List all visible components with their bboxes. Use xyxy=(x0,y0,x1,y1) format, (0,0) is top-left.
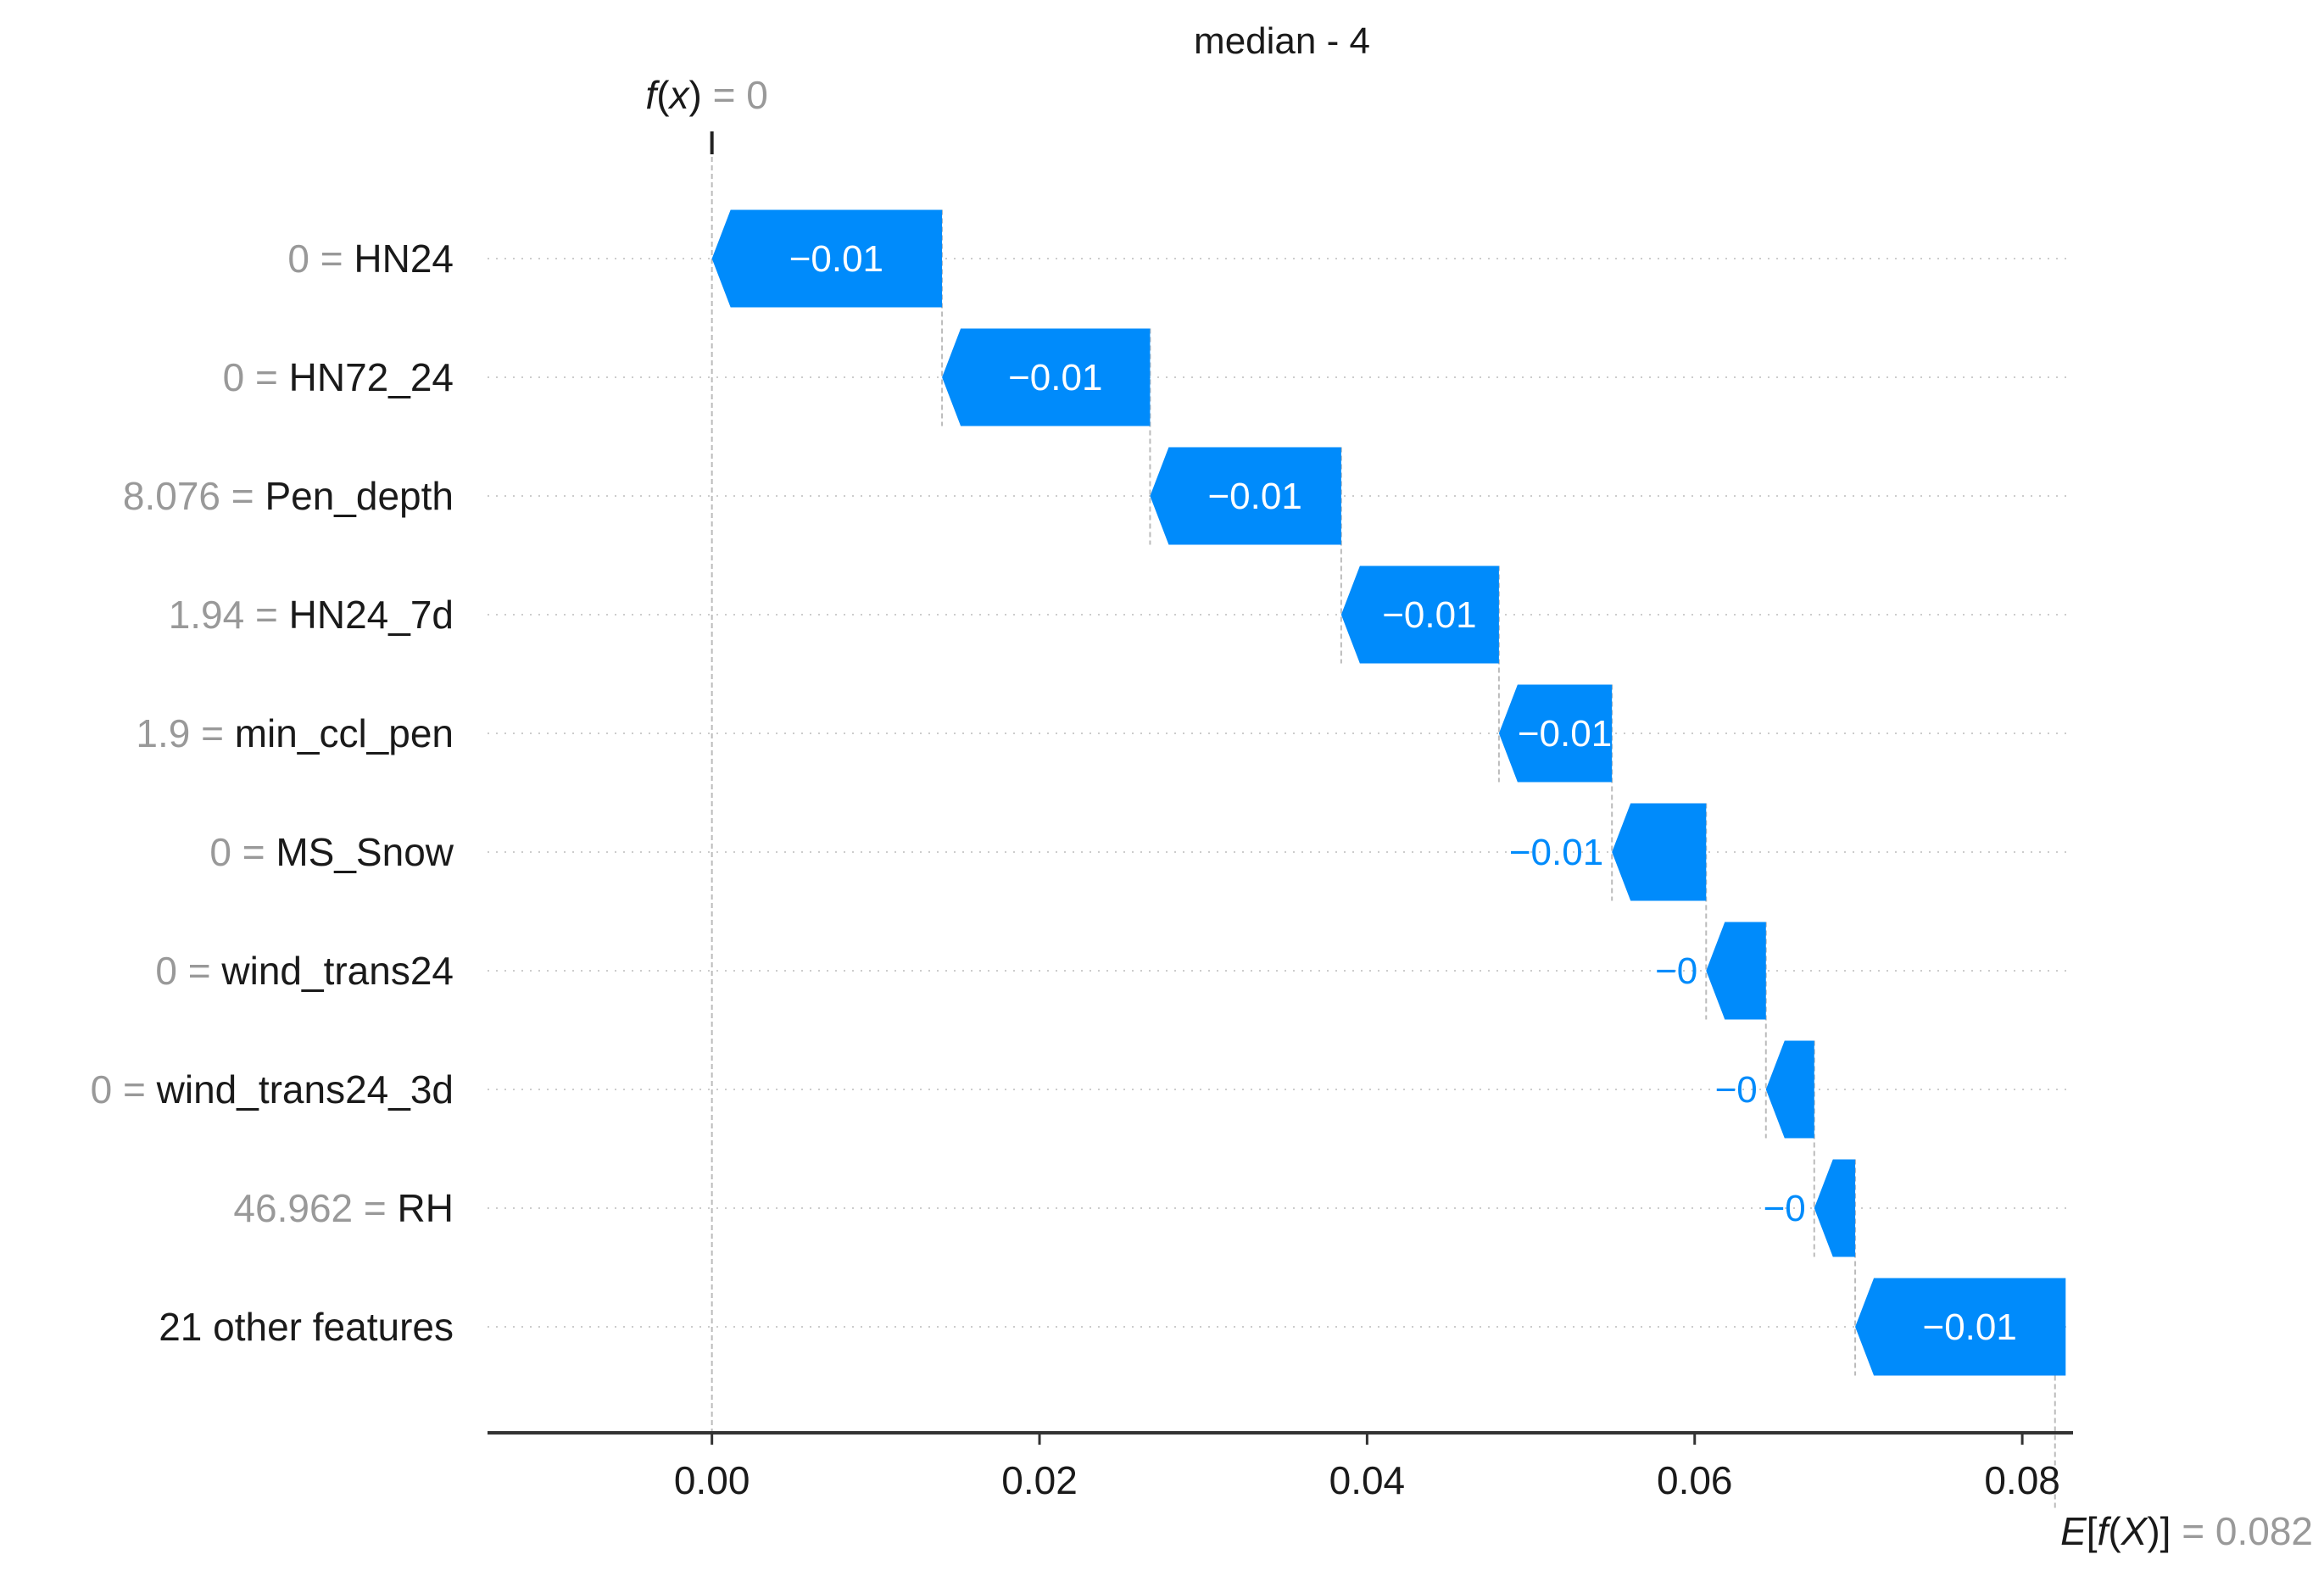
feature-name: RH xyxy=(398,1186,454,1230)
waterfall-bar xyxy=(1150,447,1341,545)
feature-name: HN24 xyxy=(354,237,454,281)
feature-name: HN72_24 xyxy=(289,355,454,399)
feature-label: 1.94 = HN24_7d xyxy=(169,593,454,637)
waterfall-bar xyxy=(1765,1040,1814,1139)
waterfall-bar xyxy=(942,328,1151,426)
efx-expect: E xyxy=(2060,1509,2087,1553)
fx-annotation: f(x) = 0 xyxy=(645,73,767,117)
feature-value: 0 = xyxy=(287,237,354,281)
waterfall-bar xyxy=(1855,1278,2066,1376)
efx-annotation: E[f(X)] = 0.082 xyxy=(2060,1509,2313,1553)
bar-value-label: −0.01 xyxy=(1518,713,1612,755)
feature-name: wind_trans24 xyxy=(220,949,454,993)
feature-label: 0 = HN24 xyxy=(287,237,454,281)
x-tick-label: 0.02 xyxy=(1001,1458,1078,1502)
feature-name: Pen_depth xyxy=(265,474,454,518)
fx-paren-close: ) xyxy=(689,73,702,117)
feature-label: 8.076 = Pen_depth xyxy=(123,474,454,518)
feature-label: 0 = wind_trans24_3d xyxy=(91,1067,454,1111)
bar-value-label: −0 xyxy=(1715,1069,1758,1111)
feature-value: 0 = xyxy=(209,830,276,874)
efx-paren-open: ( xyxy=(2108,1509,2121,1553)
fx-func: f xyxy=(645,73,660,117)
feature-value: 0 = xyxy=(223,355,289,399)
bar-value-label: −0.01 xyxy=(1008,357,1102,398)
feature-label: 46.962 = RH xyxy=(233,1186,454,1230)
x-axis: 0.00 0.02 0.04 0.06 0.08 xyxy=(488,131,2073,1502)
feature-value: 1.9 = xyxy=(136,711,234,755)
chart-title: median - 4 xyxy=(1194,20,1370,62)
feature-name: wind_trans24_3d xyxy=(156,1067,454,1111)
efx-arg: X xyxy=(2121,1509,2149,1553)
feature-label: 0 = wind_trans24 xyxy=(155,949,454,993)
x-tick-label: 0.06 xyxy=(1657,1458,1733,1502)
bar-value-label: −0 xyxy=(1655,950,1697,992)
annotations: median - 4f(x) = 0E[f(X)] = 0.082 xyxy=(645,20,2313,1553)
waterfall-bar xyxy=(711,209,943,308)
waterfall-bar xyxy=(1340,565,1499,664)
waterfall-bar xyxy=(1814,1159,1856,1257)
x-tick-label: 0.04 xyxy=(1329,1458,1406,1502)
feature-name: min_ccl_pen xyxy=(235,711,454,755)
efx-paren-close: )] xyxy=(2147,1509,2171,1553)
bar-value-label: −0.01 xyxy=(1923,1306,2017,1348)
feature-value: 1.94 = xyxy=(169,593,289,637)
feature-label: 0 = MS_Snow xyxy=(209,830,454,874)
waterfall-bar xyxy=(1612,803,1707,901)
bar-value-label: −0.01 xyxy=(789,238,883,280)
feature-value: 0 = xyxy=(155,949,221,993)
feature-name: HN24_7d xyxy=(289,593,454,637)
feature-name: MS_Snow xyxy=(276,830,454,874)
connector-lines xyxy=(711,148,2056,1509)
feature-value: 8.076 = xyxy=(123,474,265,518)
efx-value: = 0.082 xyxy=(2171,1509,2313,1553)
feature-value: 46.962 = xyxy=(233,1186,397,1230)
bar-value-label: −0.01 xyxy=(1509,832,1603,873)
feature-value: 0 = xyxy=(91,1067,157,1111)
waterfall-bar xyxy=(1498,684,1613,783)
bars: −0.01 −0.01 −0.01 −0.01 −0.01 −0.01 −0 −0 −0 −0.0… xyxy=(711,209,2066,1376)
fx-value: = 0 xyxy=(702,73,768,117)
bar-value-label: −0.01 xyxy=(1207,476,1301,517)
feature-name: 21 other features xyxy=(159,1305,454,1349)
x-tick-label: 0.00 xyxy=(674,1458,750,1502)
fx-arg: x xyxy=(668,73,691,117)
x-tick-label: 0.08 xyxy=(1984,1458,2060,1502)
feature-label: 0 = HN72_24 xyxy=(223,355,454,399)
efx-bracket-open: [ xyxy=(2087,1509,2098,1553)
efx-func: f xyxy=(2098,1509,2112,1553)
fx-paren-open: ( xyxy=(656,73,670,117)
bar-value-label: −0.01 xyxy=(1382,594,1476,636)
feature-label: 1.9 = min_ccl_pen xyxy=(136,711,454,755)
feature-label: 21 other features xyxy=(159,1305,454,1349)
waterfall-bar xyxy=(1706,922,1766,1020)
bar-value-label: −0 xyxy=(1764,1188,1806,1229)
